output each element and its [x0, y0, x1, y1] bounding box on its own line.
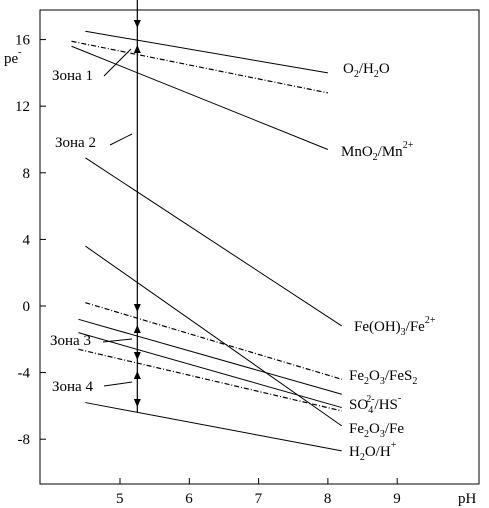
zone-1-label: Зона 1	[52, 68, 93, 84]
label-fe2o3-fes2: Fe2O3/FeS2	[349, 368, 417, 387]
label-fe2o3-fe: Fe2O3/Fe	[349, 421, 404, 440]
zone-2-label: Зона 2	[55, 135, 96, 151]
x-tick-label-3: 8	[324, 491, 332, 507]
series-line-5	[85, 302, 342, 380]
zone-1-leader	[103, 48, 132, 77]
label-o2-h2o: O2/H2O	[343, 61, 390, 80]
label-so4-hs: SO42-/HS-	[349, 393, 401, 416]
zone-3-leader	[102, 338, 133, 343]
marker-arrowhead-3	[133, 325, 141, 333]
label-mno2-mn: MnO2/Mn2+	[341, 140, 414, 163]
marker-arrowhead-2	[133, 304, 141, 312]
x-tick-label-4: 9	[393, 491, 401, 507]
marker-arrowhead-1	[133, 45, 141, 53]
x-tick-label-0: 5	[116, 491, 124, 507]
zone-4-label: Зона 4	[52, 379, 93, 395]
x-axis-title: pH	[458, 491, 477, 507]
label-h2o-h: H2O/H+	[349, 440, 397, 463]
series-line-9	[85, 402, 342, 452]
series-line-6	[78, 318, 342, 395]
series-line-7	[78, 332, 342, 409]
marker-arrowhead-0	[133, 20, 141, 28]
y-tick-label-1: 12	[15, 99, 30, 115]
y-tick-label-4: 0	[23, 299, 31, 315]
y-tick-label-6: -8	[18, 432, 31, 448]
y-tick-label-3: 4	[23, 232, 31, 248]
y-tick-label-2: 8	[23, 166, 31, 182]
marker-arrowhead-6	[133, 399, 141, 407]
series-line-1	[71, 40, 329, 94]
series-line-3	[85, 157, 343, 327]
y-tick-label-0: 16	[15, 33, 31, 49]
zone-4-leader	[103, 381, 133, 387]
zone-2-leader	[109, 133, 133, 146]
plot-frame	[39, 9, 480, 485]
label-feoh3-fe: Fe(OH)3/Fe2+	[354, 315, 436, 338]
y-tick-label-5: -4	[18, 366, 31, 382]
y-axis-title: pe-	[4, 47, 22, 67]
x-tick-label-2: 7	[255, 491, 263, 507]
series-line-8	[78, 348, 342, 412]
series-line-0	[85, 30, 328, 74]
marker-arrowhead-5	[133, 371, 141, 379]
marker-arrowhead-4	[133, 352, 141, 360]
x-tick-label-1: 6	[185, 491, 193, 507]
series-line-4	[85, 245, 343, 427]
zone-3-label: Зона 3	[50, 333, 91, 349]
series-line-2	[71, 45, 329, 150]
